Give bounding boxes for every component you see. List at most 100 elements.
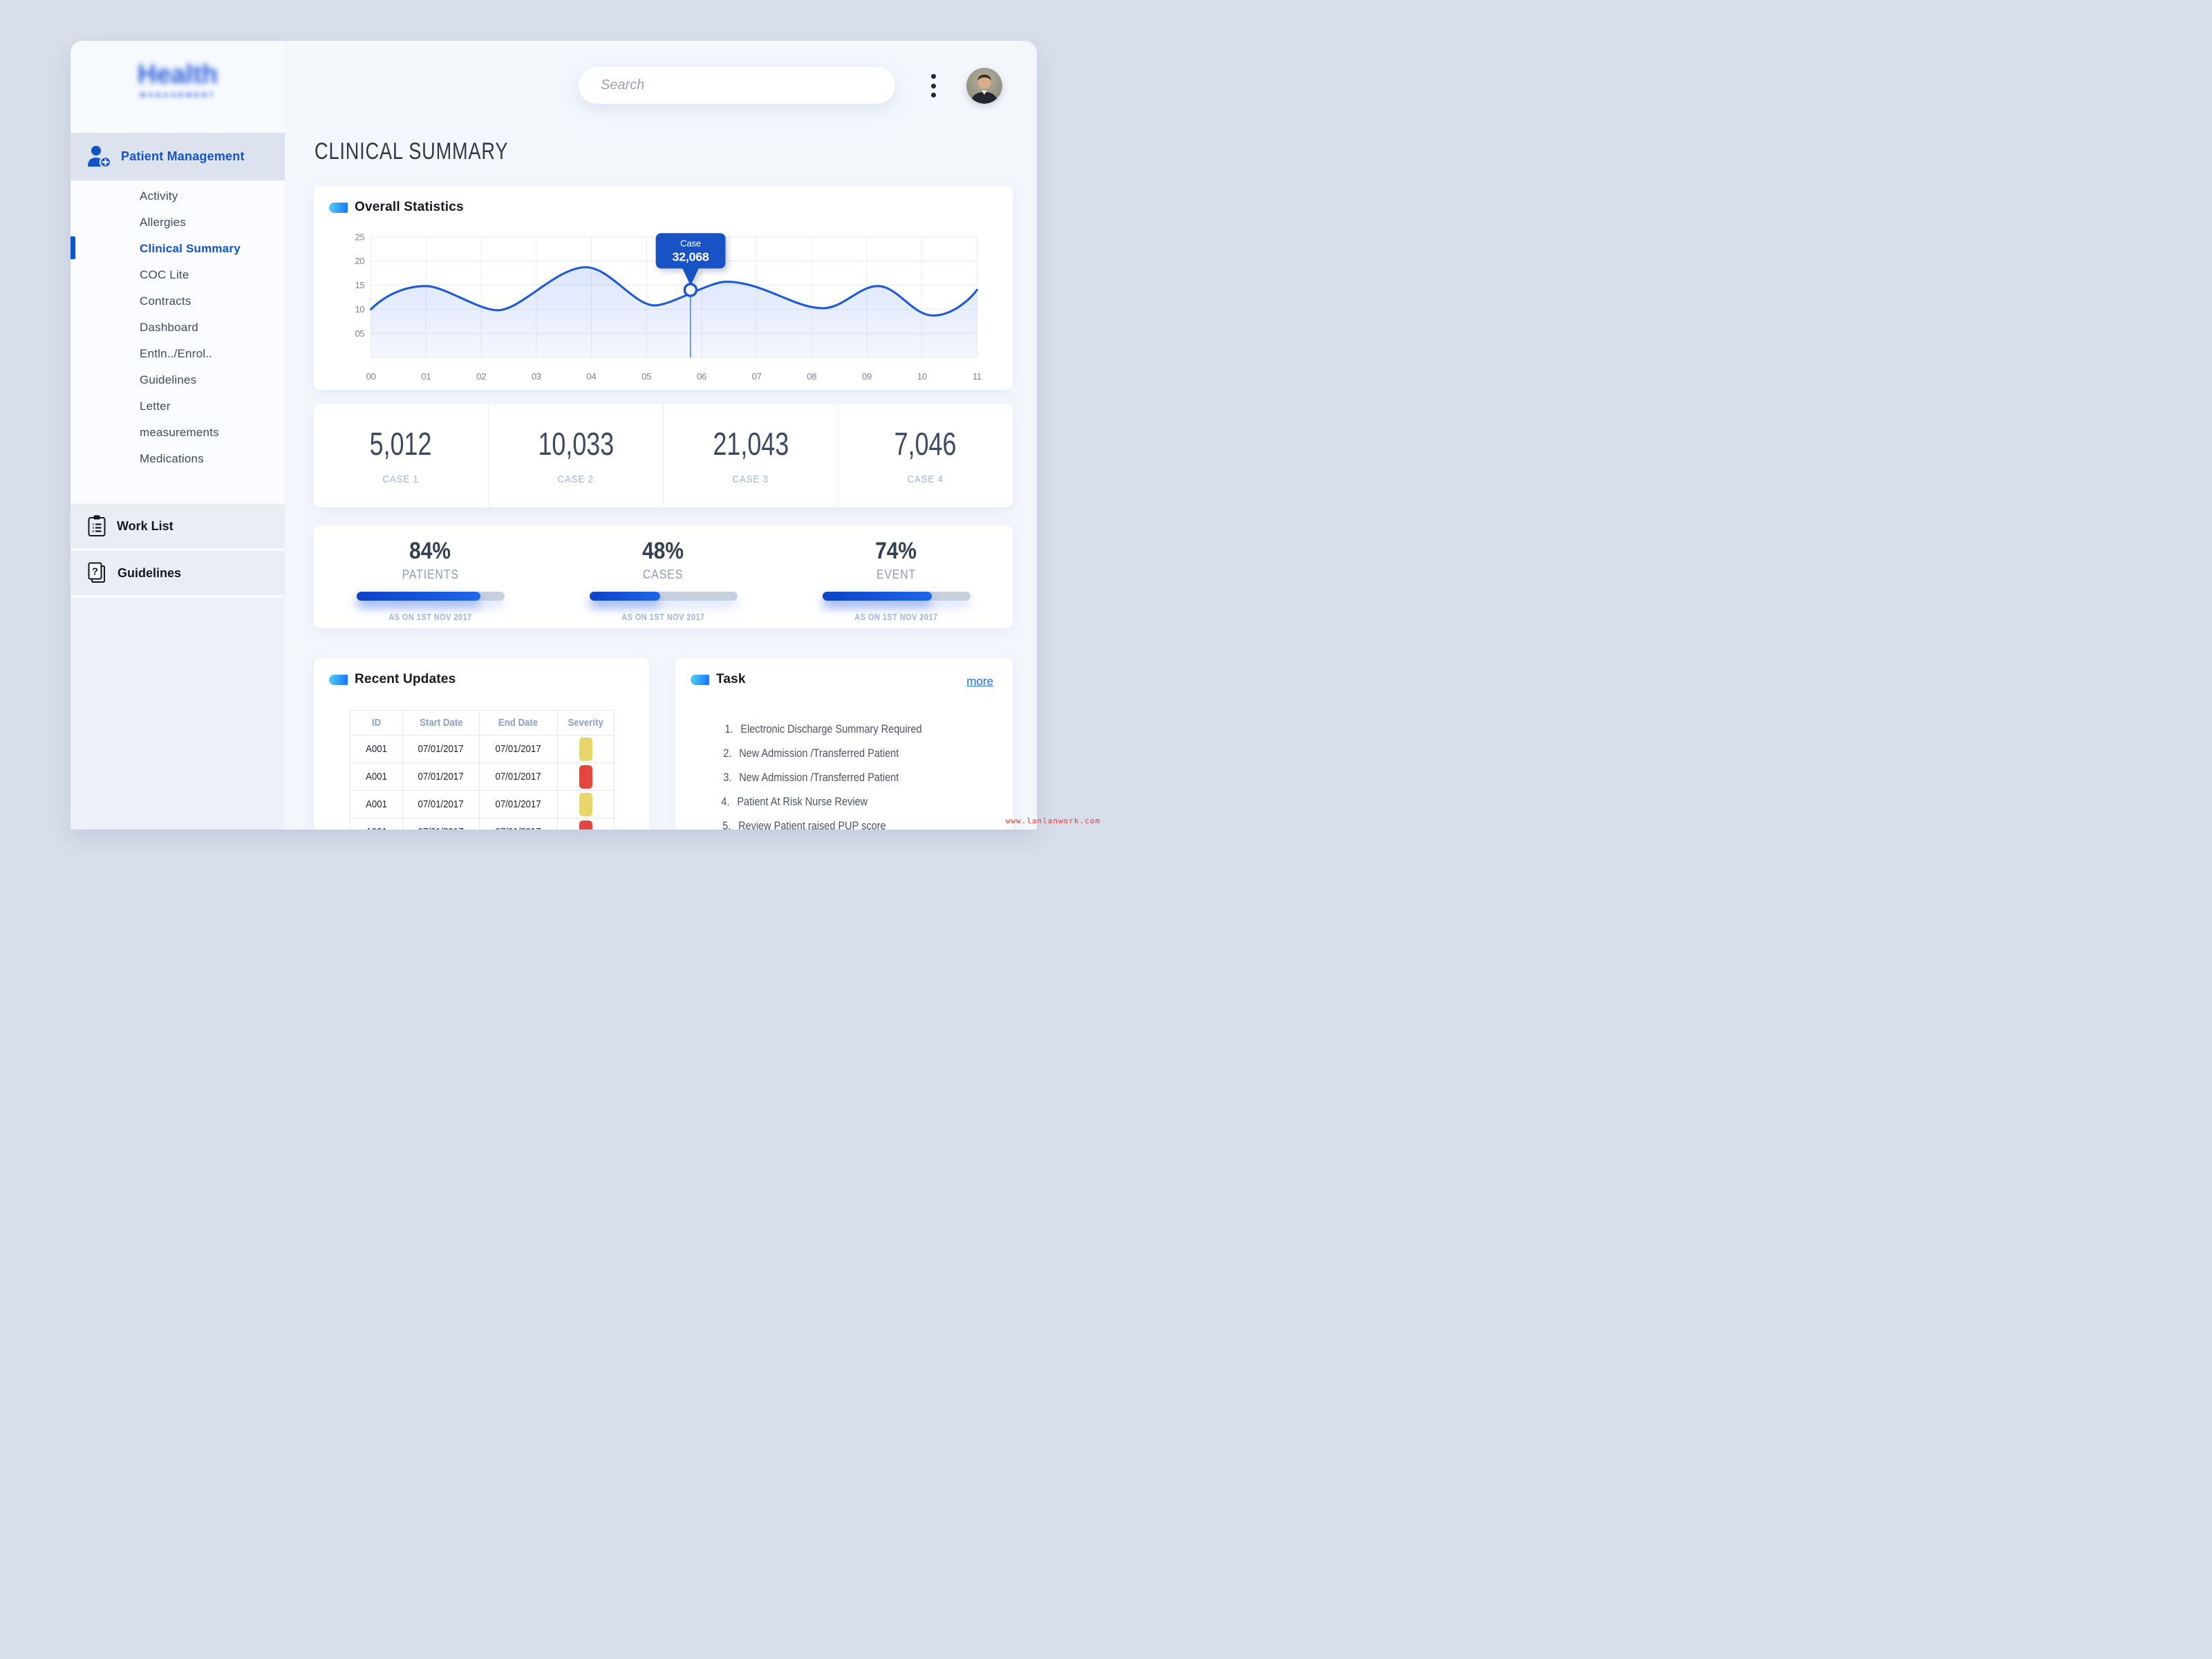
case-2-value: 10,033 [538,426,614,462]
case-4-label: CASE 4 [907,474,944,485]
cases-percent: 48% [642,538,684,564]
case-4-value: 7,046 [894,426,957,462]
task-item[interactable]: 4. Patient At Risk Nurse Review [721,796,868,808]
app-logo-subtitle: MANAGEMENT [139,91,216,100]
svg-text:15: 15 [355,280,364,290]
sidebar-item-entln-enrol[interactable]: Entln../Enrol.. [140,347,213,360]
severity-badge [579,792,592,816]
table-row[interactable]: A001 07/01/2017 07/01/2017 [350,735,615,763]
severity-badge [579,765,592,789]
overall-statistics-title: Overall Statistics [355,200,464,214]
col-start-date: Start Date [402,710,480,735]
work-list-label: Work List [117,518,174,533]
progress-card: 84% PATIENTS AS ON 1ST NOV 2017 48% CASE… [314,525,1013,628]
case-stat-1: 5,012 CASE 1 [314,404,488,507]
event-as-on: AS ON 1ST NOV 2017 [854,612,938,622]
svg-text:07: 07 [752,371,762,382]
task-card: Task more 1. Electronic Discharge Summary… [675,658,1013,830]
series-line [370,266,978,317]
sidebar-item-allergies[interactable]: Allergies [140,216,186,229]
task-item[interactable]: 3. New Admission /Transferred Patient [723,771,899,784]
sidebar-item-medications[interactable]: Medications [140,452,204,465]
task-item[interactable]: 5. Review Patient raised PUP score [722,820,886,830]
sidebar-item-measurements[interactable]: measurements [140,426,219,439]
clipboard-icon [86,514,107,538]
col-id: ID [350,710,403,735]
x-axis-ticks: 00 01 02 03 04 05 06 07 08 09 10 11 [366,371,982,382]
svg-text:00: 00 [366,371,376,382]
svg-text:04: 04 [587,371,597,382]
recent-updates-card: Recent Updates ID Start Date End Date Se… [314,658,649,830]
y-axis-ticks: 25 20 15 10 05 [355,232,364,339]
tooltip-value: 32,068 [672,250,709,264]
case-stat-4: 7,046 CASE 4 [838,404,1013,507]
series-area [371,267,977,358]
patients-as-on: AS ON 1ST NOV 2017 [388,612,472,622]
sidebar-item-contracts[interactable]: Contracts [140,294,191,308]
search-input[interactable] [579,67,895,104]
svg-text:09: 09 [862,371,872,382]
patients-label: PATIENTS [402,568,459,581]
table-header-row: ID Start Date End Date Severity [350,710,615,735]
sidebar-item-guidelines[interactable]: Guidelines [140,373,197,386]
event-progress-bar [822,592,971,601]
sidebar-section-patient-management[interactable]: Patient Management [71,133,285,180]
sidebar-item-activity[interactable]: Activity [140,189,178,203]
severity-badge [579,820,592,830]
section-bullet-icon [329,674,348,685]
task-list: 1. Electronic Discharge Summary Required … [711,718,999,830]
sidebar-item-clinical-summary[interactable]: Clinical Summary [140,242,241,255]
kebab-menu-icon[interactable] [926,74,940,97]
sidebar-item-letter[interactable]: Letter [140,400,171,413]
sidebar-section-guidelines[interactable]: ? Guidelines [71,551,285,595]
case-1-value: 5,012 [370,426,432,462]
svg-text:08: 08 [807,371,816,382]
svg-text:01: 01 [421,371,431,382]
task-more-link[interactable]: more [966,675,993,688]
person-add-icon [86,145,112,168]
severity-badge [579,737,592,761]
svg-text:05: 05 [355,328,364,339]
svg-text:06: 06 [697,371,706,382]
cases-as-on: AS ON 1ST NOV 2017 [621,612,705,622]
recent-updates-title: Recent Updates [355,672,456,686]
data-point-marker[interactable] [683,283,698,297]
svg-text:10: 10 [355,304,364,315]
overall-statistics-card: Overall Statistics [314,186,1013,390]
guidelines-label: Guidelines [118,565,182,580]
svg-text:11: 11 [973,371,982,382]
task-item[interactable]: 1. Electronic Discharge Summary Required [724,723,922,735]
table-row[interactable]: A001 07/01/2017 07/01/2017 [350,762,615,791]
user-avatar[interactable] [966,68,1002,104]
sidebar-item-coc-lite[interactable]: COC Lite [140,268,189,281]
cases-label: CASES [643,568,684,581]
cases-area-chart: Case 32,068 25 20 15 10 05 00 01 02 0 [355,232,982,382]
case-2-label: CASE 2 [557,474,594,485]
tooltip-label: Case [680,238,701,249]
sidebar-section-label: Patient Management [121,149,245,163]
table-row[interactable]: A001 07/01/2017 07/01/2017 [350,818,615,830]
recent-updates-header: Recent Updates [329,672,456,687]
case-stat-3: 21,043 CASE 3 [663,404,838,507]
sidebar-item-dashboard[interactable]: Dashboard [140,321,198,334]
svg-text:?: ? [92,566,98,578]
watermark-text: www.lanlanwork.com [1005,816,1100,825]
task-header: Task [691,672,746,687]
progress-cases: 48% CASES AS ON 1ST NOV 2017 [547,525,780,628]
sidebar-section-work-list[interactable]: Work List [71,504,285,548]
col-end-date: End Date [479,710,558,735]
col-severity: Severity [557,710,615,735]
recent-updates-table: ID Start Date End Date Severity A001 07/… [350,710,615,830]
svg-text:03: 03 [532,371,541,382]
task-item[interactable]: 2. New Admission /Transferred Patient [723,747,899,760]
cases-progress-bar [589,592,738,601]
progress-patients: 84% PATIENTS AS ON 1ST NOV 2017 [314,525,547,628]
patients-percent: 84% [409,538,451,564]
svg-text:02: 02 [476,371,486,382]
app-logo: Health [137,60,218,89]
patients-progress-bar [356,592,505,601]
table-row[interactable]: A001 07/01/2017 07/01/2017 [350,790,615,818]
case-3-label: CASE 3 [732,474,769,485]
section-bullet-icon [691,674,709,685]
logo-area: Health MANAGEMENT [71,41,285,133]
